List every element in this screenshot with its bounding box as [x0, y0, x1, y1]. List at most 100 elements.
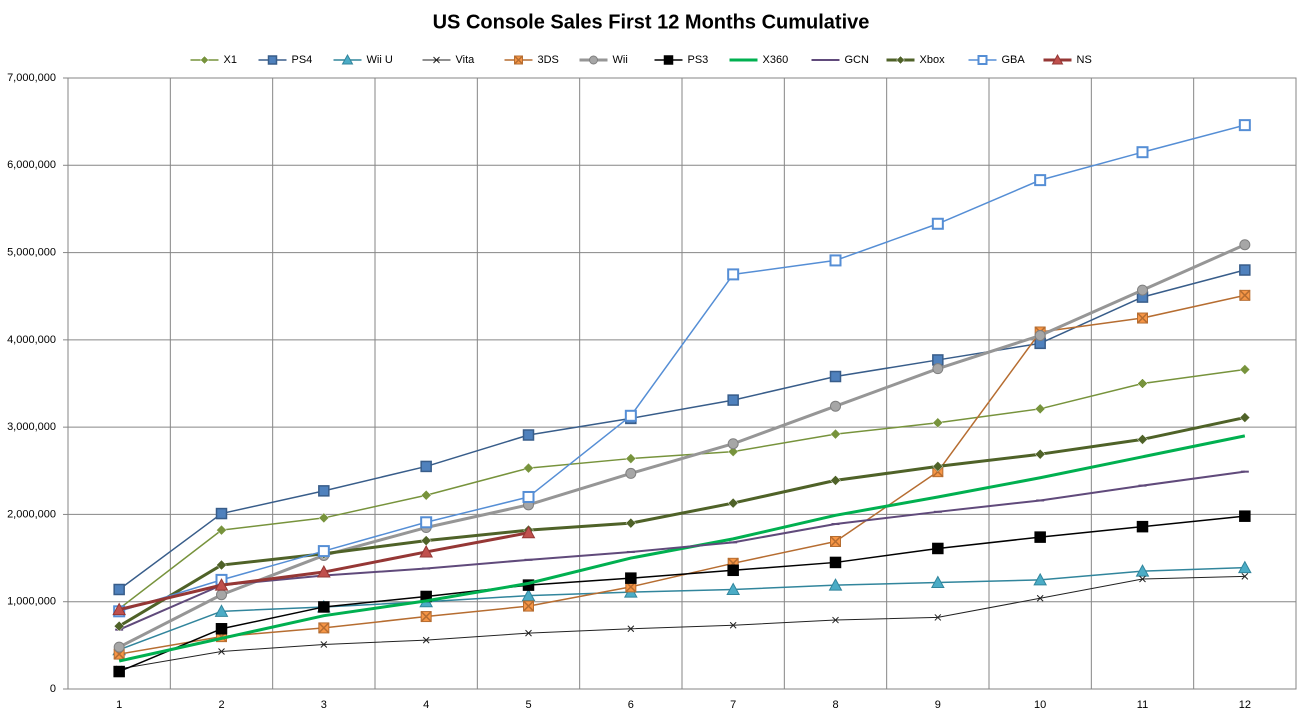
marker — [625, 517, 637, 529]
marker — [1034, 531, 1046, 543]
legend-item: GCN — [811, 54, 870, 66]
marker — [267, 55, 278, 65]
y-tick-label: 4,000,000 — [7, 334, 56, 346]
legend-label: X360 — [763, 54, 789, 66]
marker — [1239, 510, 1251, 522]
series-line — [118, 243, 1246, 649]
marker — [525, 629, 532, 637]
marker — [832, 616, 839, 624]
legend-item: X1 — [190, 54, 237, 66]
y-tick-label: 3,000,000 — [7, 421, 56, 433]
marker — [830, 475, 841, 486]
y-tick-label: 1,000,000 — [7, 596, 56, 608]
marker — [829, 556, 842, 569]
marker — [625, 572, 637, 584]
marker — [420, 611, 432, 623]
marker — [317, 545, 330, 558]
series-line — [118, 566, 1245, 651]
marker — [625, 467, 637, 479]
marker — [422, 636, 430, 644]
legend-label: PS3 — [688, 54, 709, 66]
legend-item: PS3 — [654, 54, 709, 66]
marker — [727, 394, 739, 406]
marker — [215, 623, 228, 635]
y-tick-label: 0 — [50, 683, 56, 695]
marker — [1137, 284, 1148, 296]
marker — [1034, 403, 1046, 415]
marker — [1036, 594, 1044, 602]
x-tick-label: 9 — [935, 699, 941, 711]
legend-label: NS — [1077, 54, 1092, 66]
marker — [341, 53, 354, 65]
marker — [320, 641, 328, 648]
marker — [113, 620, 125, 632]
marker — [727, 564, 739, 577]
marker — [1239, 364, 1251, 375]
marker — [420, 516, 433, 529]
marker — [522, 600, 535, 612]
marker — [318, 512, 330, 524]
marker — [930, 575, 945, 589]
legend-label: Xbox — [920, 54, 946, 66]
legend-item: GBA — [968, 54, 1025, 66]
marker — [316, 564, 331, 578]
marker — [433, 56, 440, 64]
marker — [1239, 239, 1251, 251]
marker — [420, 460, 432, 473]
marker — [214, 578, 229, 591]
marker — [830, 428, 841, 440]
marker — [218, 648, 225, 655]
marker — [318, 601, 330, 613]
marker — [1033, 572, 1048, 586]
marker — [1237, 560, 1252, 574]
marker — [318, 485, 330, 497]
marker — [829, 254, 842, 267]
marker — [829, 535, 842, 548]
marker — [216, 559, 227, 571]
marker — [729, 621, 737, 629]
marker-cross — [522, 600, 535, 612]
marker — [113, 641, 125, 653]
legend-item: Wii U — [333, 53, 393, 66]
marker — [513, 55, 524, 65]
marker-cross — [420, 611, 432, 623]
legend-item: 3DS — [504, 54, 559, 66]
legend-label: X1 — [224, 54, 237, 66]
x-tick-label: 11 — [1137, 699, 1148, 711]
marker — [521, 525, 536, 539]
marker — [727, 268, 740, 281]
series-line — [118, 269, 1246, 591]
marker — [1239, 412, 1251, 423]
legend-label: Wii — [613, 54, 628, 66]
x-tick-label: 5 — [525, 699, 531, 711]
marker — [932, 363, 944, 375]
legend-label: 3DS — [538, 54, 559, 66]
chart-title: US Console Sales First 12 Months Cumulat… — [433, 11, 870, 33]
marker-cross — [829, 535, 842, 548]
marker — [1136, 146, 1149, 159]
marker — [896, 55, 905, 65]
series-line — [118, 515, 1245, 673]
marker — [589, 55, 598, 65]
series-line — [119, 575, 1245, 670]
x-tick-label: 12 — [1239, 699, 1251, 711]
marker — [932, 542, 944, 555]
marker — [1139, 575, 1146, 583]
marker — [318, 622, 330, 634]
marker — [1051, 53, 1064, 65]
marker — [419, 544, 434, 558]
legend-label: GCN — [845, 54, 870, 66]
marker — [829, 370, 842, 383]
series-line — [118, 434, 1246, 663]
x-tick-label: 6 — [628, 699, 634, 711]
marker — [727, 438, 739, 450]
marker — [934, 614, 942, 621]
x-tick-label: 1 — [116, 699, 122, 711]
y-tick-label: 7,000,000 — [7, 72, 56, 84]
marker — [522, 429, 535, 441]
marker — [113, 665, 125, 678]
x-tick-label: 8 — [832, 699, 838, 711]
legend-item: X360 — [729, 54, 789, 66]
marker — [214, 604, 229, 617]
marker — [625, 453, 637, 464]
